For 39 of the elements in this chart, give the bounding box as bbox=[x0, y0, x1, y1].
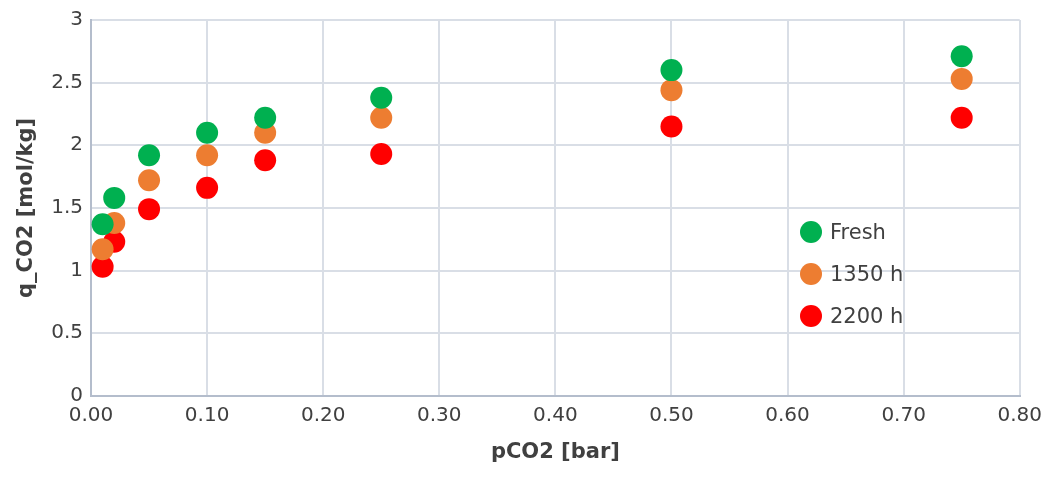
point bbox=[91, 238, 114, 261]
point bbox=[660, 59, 683, 82]
y-tick-label: 2.5 bbox=[51, 68, 84, 93]
x-tick-label: 0.80 bbox=[997, 402, 1042, 426]
point bbox=[370, 86, 393, 109]
y-tick-label: 3 bbox=[70, 6, 84, 31]
point bbox=[950, 45, 973, 68]
point bbox=[138, 169, 161, 192]
legend-label: 2200 h bbox=[830, 304, 904, 328]
x-tick-label: 0.10 bbox=[184, 402, 230, 426]
y-tick-label: 2 bbox=[70, 131, 84, 156]
legend-label: Fresh bbox=[830, 220, 886, 244]
legend-label: 1350 h bbox=[830, 262, 904, 286]
x-tick-label: 0.20 bbox=[300, 402, 346, 426]
point bbox=[103, 186, 126, 209]
point bbox=[138, 198, 161, 221]
x-tick-label: 0.70 bbox=[881, 402, 926, 426]
point bbox=[196, 121, 219, 144]
point bbox=[370, 106, 393, 129]
point bbox=[950, 106, 973, 129]
point bbox=[196, 144, 219, 167]
x-tick-label: 0.30 bbox=[417, 402, 462, 426]
y-tick-label: 1 bbox=[70, 256, 84, 281]
x-tick-label: 0.60 bbox=[765, 402, 810, 426]
x-tick-label: 0.40 bbox=[533, 402, 578, 426]
point bbox=[196, 176, 219, 199]
point bbox=[660, 115, 683, 138]
point bbox=[660, 79, 683, 102]
point bbox=[370, 143, 393, 166]
x-tick-label: 0.50 bbox=[649, 402, 694, 426]
point bbox=[254, 106, 277, 129]
point bbox=[950, 67, 973, 90]
point bbox=[254, 149, 277, 172]
point bbox=[138, 144, 161, 167]
y-tick-label: 1.5 bbox=[51, 194, 84, 219]
point bbox=[91, 213, 114, 236]
y-axis-title: q_CO2 [mol/kg] bbox=[13, 117, 38, 298]
y-tick-label: 0.5 bbox=[51, 319, 84, 344]
x-axis-title: pCO2 [bar] bbox=[490, 438, 620, 463]
